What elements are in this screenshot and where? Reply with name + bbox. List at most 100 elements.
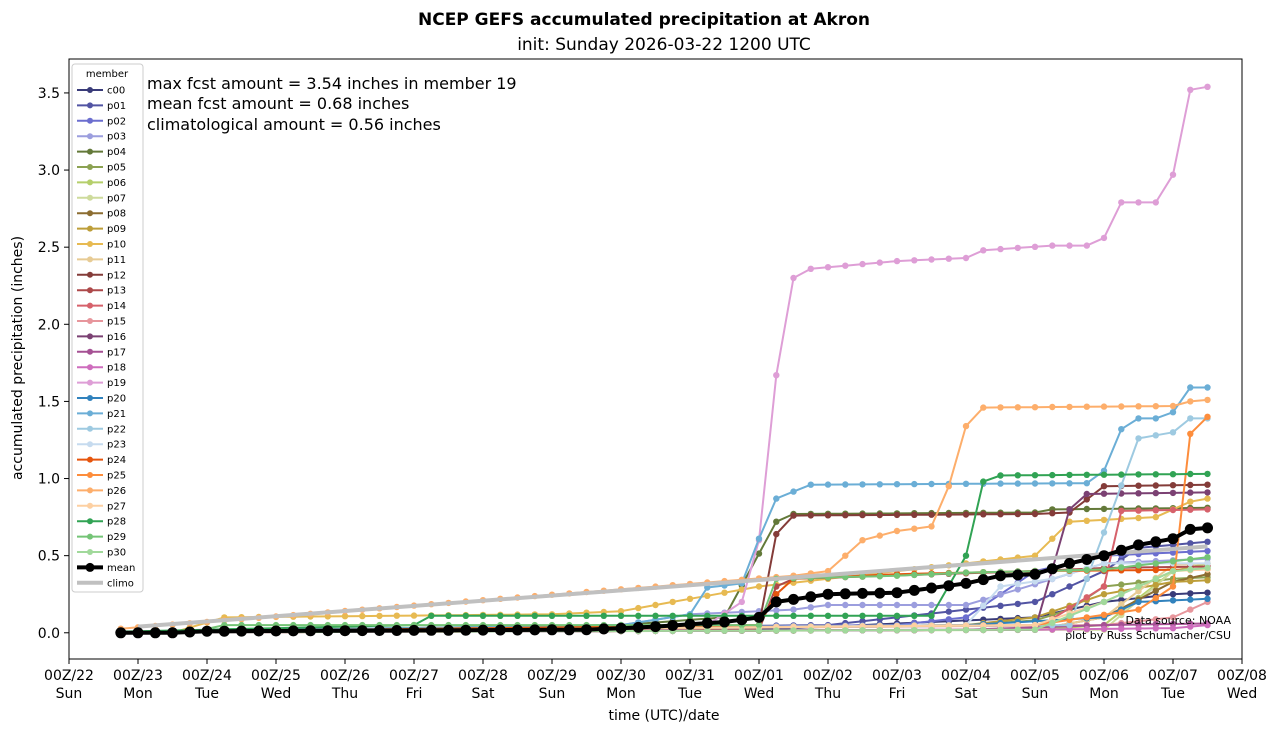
data-point [1064,557,1075,569]
data-point [1031,621,1039,629]
data-point [893,511,901,519]
data-point [997,591,1004,598]
legend-item-p13: p13 [77,286,126,297]
data-point [945,483,952,490]
data-point [891,587,903,599]
x-tick-day-label: Thu [814,686,841,702]
x-tick-day-label: Wed [261,686,292,702]
data-point [773,627,780,634]
x-tick-label: 00Z/07 [1148,668,1198,684]
data-point [1204,495,1211,502]
legend-item-p07: p07 [77,193,126,204]
data-point [1100,529,1108,536]
series-line-p22 [120,417,1208,634]
legend-item-p12: p12 [77,270,126,281]
x-tick-label: 00Z/31 [665,668,715,684]
y-axis-label: accumulated precipitation (inches) [10,236,26,480]
data-point [1031,472,1039,479]
data-point [962,606,970,613]
data-point [1066,471,1073,479]
data-point [548,612,556,619]
data-point [1083,496,1091,503]
data-point [391,625,403,636]
data-point [997,602,1004,609]
data-point [512,624,523,636]
legend-marker [87,133,93,140]
data-point [704,592,711,599]
data-point [980,569,987,576]
legend-label: climo [107,578,134,589]
data-point [945,626,952,634]
legend-box [71,63,144,593]
data-point [218,625,230,637]
data-point [1135,562,1142,569]
data-point [1169,558,1177,565]
data-point [807,612,814,619]
data-point [1083,625,1091,633]
data-point [1187,540,1194,547]
data-point [149,627,161,639]
data-point [1204,470,1211,478]
data-point [1100,611,1108,618]
x-tick-label: 00Z/06 [1079,668,1129,684]
data-point [1118,471,1125,478]
x-tick-day-label: Mon [1089,686,1119,702]
data-point [1100,566,1108,573]
legend-item-p08: p08 [77,209,126,220]
data-point [497,612,504,619]
data-point [842,481,849,488]
data-point [1169,567,1177,575]
data-point [615,622,627,634]
legend-item-p18: p18 [77,363,126,374]
x-tick-day-label: Sat [955,686,978,702]
x-tick-day-label: Mon [606,686,636,702]
data-point [341,613,349,620]
data-point [1187,596,1194,603]
data-point [393,612,400,619]
data-point [1152,616,1160,623]
data-point [531,612,538,619]
data-point [911,525,918,532]
data-point [997,245,1004,253]
data-point [1187,430,1194,437]
data-point [755,621,763,629]
data-source-credit: Data source: NOAA [1125,614,1231,627]
data-point [980,247,987,254]
x-tick-day-label: Wed [1227,686,1258,702]
x-tick-label: 00Z/30 [596,668,646,684]
data-point [1066,612,1073,619]
data-point [874,587,886,599]
data-point [1204,547,1211,555]
data-point [908,584,920,596]
data-point [859,260,866,268]
data-point [1187,606,1194,613]
legend-label: p07 [107,193,126,204]
legend-label: p14 [107,301,126,312]
data-point [408,624,420,636]
data-point [704,612,711,619]
data-point [1152,471,1160,478]
data-point [1100,483,1108,490]
data-point [770,596,782,608]
legend-item-p30: p30 [77,548,126,559]
data-point [1135,403,1142,410]
legend-label: p29 [107,532,126,543]
data-point [788,593,799,605]
data-point [1100,490,1108,497]
data-point [928,480,935,488]
data-point [410,612,418,619]
legend-marker [85,562,95,572]
data-point [997,480,1004,487]
data-point [305,625,316,637]
data-point [839,588,851,600]
legend-label: p10 [107,240,126,251]
data-point [1066,403,1073,411]
data-point [773,372,780,379]
data-point [928,626,935,634]
data-point [1187,86,1194,94]
data-point [1029,568,1041,580]
data-point [1100,234,1108,242]
data-point [945,608,952,615]
data-point [876,532,883,539]
data-point [1014,404,1021,411]
